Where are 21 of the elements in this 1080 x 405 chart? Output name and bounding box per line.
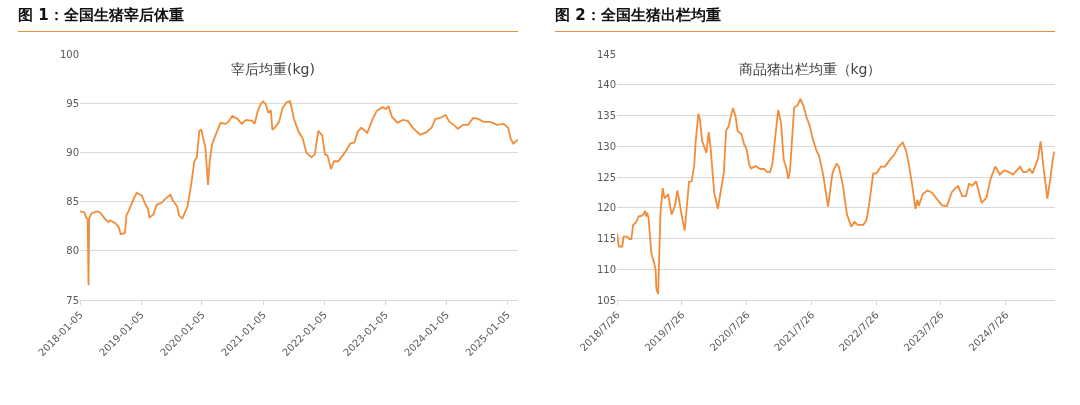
line-series xyxy=(617,97,1055,295)
y-tick-label: 95 xyxy=(66,97,79,109)
y-tick-label: 130 xyxy=(596,140,616,152)
line-series xyxy=(80,100,518,287)
y-tick-label: 85 xyxy=(66,196,79,208)
text: 宰后均重(kg) xyxy=(231,61,315,78)
y-tick-label: 120 xyxy=(596,202,616,214)
y-tick-label: 75 xyxy=(66,294,79,306)
chart-title: 图 2：全国生猪出栏均重 xyxy=(555,6,1055,32)
y-tick-label: 105 xyxy=(596,294,616,306)
y-tick-label: 145 xyxy=(596,48,616,60)
chart-title: 图 1：全国生猪宰后体重 xyxy=(18,6,518,32)
text: 商品猪出栏均重（kg） xyxy=(738,61,882,78)
y-tick-label: 90 xyxy=(66,146,79,158)
y-tick-label: 125 xyxy=(596,171,616,183)
y-tick-label: 115 xyxy=(596,233,616,244)
y-tick-label: 80 xyxy=(66,245,79,257)
y-tick-label: 140 xyxy=(596,79,616,91)
y-tick-label: 100 xyxy=(59,48,79,60)
y-tick-label: 110 xyxy=(596,263,616,275)
y-tick-label: 135 xyxy=(596,110,616,121)
